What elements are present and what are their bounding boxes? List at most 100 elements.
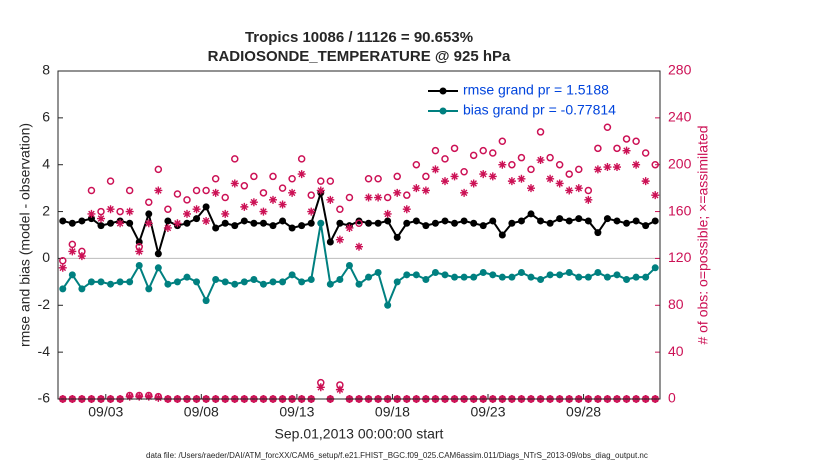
data-point (374, 219, 382, 227)
data-point (164, 280, 172, 288)
data-point (164, 217, 172, 225)
obs-possible (192, 186, 201, 195)
obs-possible (536, 128, 545, 136)
y-tick-label: 2 (42, 202, 50, 218)
obs-possible (441, 155, 449, 163)
obs-possible (173, 190, 182, 198)
data-point (259, 219, 267, 227)
data-point (594, 229, 602, 237)
obs-assimilated (517, 174, 526, 183)
obs-possible (613, 144, 621, 153)
obs-assimilated (297, 170, 306, 179)
data-point (345, 261, 353, 269)
obs-assimilated (603, 163, 612, 172)
data-point (393, 278, 401, 286)
obs-assimilated (249, 198, 258, 207)
obs-possible (431, 146, 440, 155)
obs-possible (259, 189, 268, 197)
data-point (279, 217, 287, 225)
obs-assimilated (202, 216, 211, 225)
data-point (336, 276, 344, 284)
x-tick-label: 09/23 (470, 404, 505, 420)
obs-possible (59, 257, 67, 265)
y-tick-label: 0 (42, 249, 50, 265)
data-point (279, 278, 287, 286)
data-point (87, 215, 95, 223)
data-point (336, 219, 344, 227)
data-point (498, 273, 506, 281)
obs-assimilated (259, 207, 268, 216)
obs-assimilated (278, 200, 287, 209)
y2-tick-label: 120 (668, 249, 692, 265)
obs-assimilated (355, 242, 363, 251)
obs-possible (326, 177, 335, 185)
data-point (431, 268, 439, 276)
obs-assimilated (383, 209, 392, 218)
data-point (527, 273, 535, 281)
obs-assimilated (183, 209, 191, 218)
data-point (269, 222, 277, 230)
legend-marker (439, 107, 447, 115)
data-point (451, 273, 459, 281)
obs-possible (527, 165, 535, 174)
obs-possible (336, 205, 344, 213)
data-point (565, 217, 573, 225)
obs-assimilated (97, 214, 105, 223)
data-point (565, 268, 573, 276)
obs-possible (106, 177, 115, 185)
data-point (269, 278, 277, 286)
obs-assimilated (345, 223, 354, 232)
obs-possible (632, 137, 640, 146)
obs-possible (622, 135, 631, 143)
obs-assimilated (641, 177, 650, 186)
data-point (441, 217, 449, 225)
data-point (422, 222, 430, 230)
data-point (412, 271, 420, 279)
legend-label: rmse grand pr = 1.5188 (463, 82, 609, 98)
data-point (288, 271, 296, 279)
y2-axis-label: # of obs: o=possible; ×=assimilated (695, 125, 711, 344)
data-point (154, 250, 162, 258)
obs-possible (498, 137, 507, 146)
x-tick-label: 09/28 (566, 404, 601, 420)
obs-possible (269, 172, 277, 181)
obs-assimilated (144, 219, 153, 228)
obs-possible (489, 149, 497, 157)
obs-possible (125, 186, 134, 195)
data-point (221, 219, 229, 227)
data-point (403, 271, 411, 279)
obs-possible (460, 167, 468, 176)
obs-possible (374, 175, 382, 183)
obs-assimilated (613, 163, 621, 172)
obs-assimilated (163, 223, 172, 232)
y-axis-label: rmse and bias (model - observation) (17, 123, 33, 347)
obs-assimilated (507, 177, 516, 186)
data-point (250, 276, 258, 284)
data-point (374, 268, 382, 276)
obs-assimilated (479, 170, 488, 179)
data-point (68, 271, 76, 279)
y2-tick-label: 160 (668, 202, 692, 218)
obs-assimilated (288, 188, 297, 197)
data-point (307, 276, 315, 284)
obs-assimilated (498, 160, 507, 169)
data-point (212, 276, 220, 284)
obs-possible (651, 160, 659, 169)
data-point (240, 217, 248, 225)
data-point (135, 261, 143, 269)
data-point (298, 278, 306, 286)
data-point (556, 215, 564, 223)
obs-assimilated (154, 393, 163, 402)
data-point (546, 219, 554, 227)
obs-assimilated (116, 219, 125, 228)
obs-assimilated (421, 186, 430, 195)
obs-possible (479, 146, 487, 155)
obs-possible (183, 196, 191, 204)
y2-tick-label: 0 (668, 390, 676, 406)
data-point (145, 285, 153, 293)
data-point (527, 210, 535, 218)
obs-assimilated (574, 184, 583, 193)
obs-assimilated (77, 252, 86, 261)
data-point (59, 285, 67, 293)
obs-possible (555, 160, 564, 169)
